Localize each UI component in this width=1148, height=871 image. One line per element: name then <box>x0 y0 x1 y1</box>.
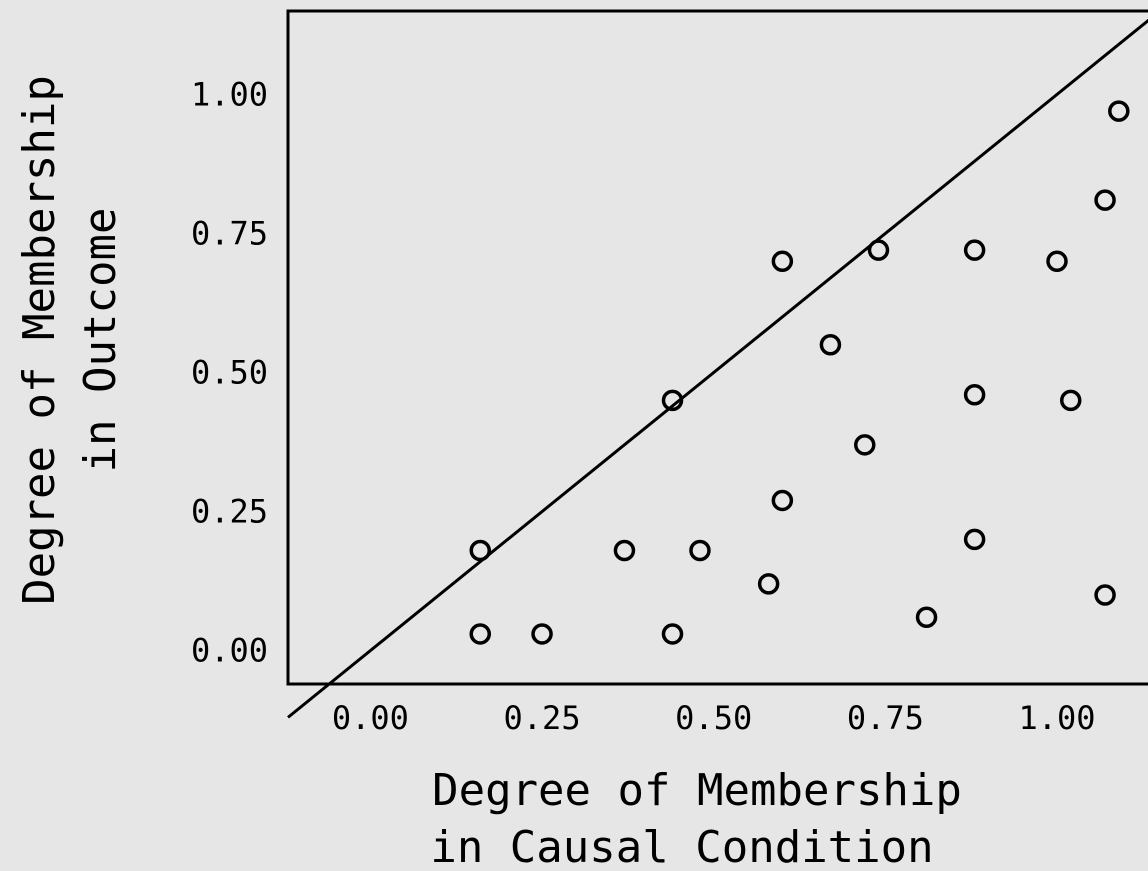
y-tick-label: 0.50 <box>191 354 268 392</box>
data-point <box>469 539 492 562</box>
data-point <box>661 389 684 412</box>
x-tick-labels: 0.00 0.25 0.50 0.75 1.00 <box>332 699 1096 737</box>
plot-frame <box>286 9 1148 686</box>
reference-line-layer <box>287 18 1148 719</box>
x-tick-label: 0.25 <box>504 699 581 737</box>
data-point <box>1108 100 1130 122</box>
x-tick-label: 1.00 <box>1018 699 1095 737</box>
y-axis-title-line-1: Degree of Membership <box>14 75 65 605</box>
data-point <box>1094 189 1116 211</box>
x-tick-label: 0.00 <box>332 699 409 737</box>
x-axis-title-line-2: in Causal Condition <box>430 822 933 871</box>
diagonal-reference-line <box>287 18 1148 719</box>
points-layer <box>469 100 1130 645</box>
plot-border <box>286 9 1148 686</box>
y-tick-label: 0.25 <box>191 493 268 531</box>
data-point <box>469 623 492 645</box>
data-point <box>963 239 986 261</box>
y-axis-title-line-2: in Outcome <box>75 208 126 473</box>
y-tick-label: 0.00 <box>191 632 268 670</box>
x-tick-label: 0.75 <box>847 699 924 737</box>
x-axis-title-line-1: Degree of Membership <box>432 765 962 816</box>
data-point <box>915 606 938 629</box>
data-point <box>1059 389 1082 412</box>
data-point <box>854 434 876 456</box>
data-point <box>963 528 986 551</box>
data-point <box>771 489 794 512</box>
data-point <box>757 573 780 595</box>
data-point <box>1046 250 1068 273</box>
data-point <box>661 623 684 645</box>
y-tick-labels: 0.00 0.25 0.50 0.75 1.00 <box>191 75 268 669</box>
y-tick-label: 1.00 <box>191 75 268 113</box>
data-point <box>689 539 711 562</box>
data-point <box>819 333 842 356</box>
data-point <box>1094 584 1116 606</box>
data-point <box>613 539 636 562</box>
data-point <box>771 250 794 273</box>
data-point <box>867 239 890 261</box>
data-point <box>963 384 986 406</box>
y-tick-label: 0.75 <box>191 214 268 252</box>
x-tick-label: 0.50 <box>675 699 752 737</box>
data-point <box>531 623 553 645</box>
